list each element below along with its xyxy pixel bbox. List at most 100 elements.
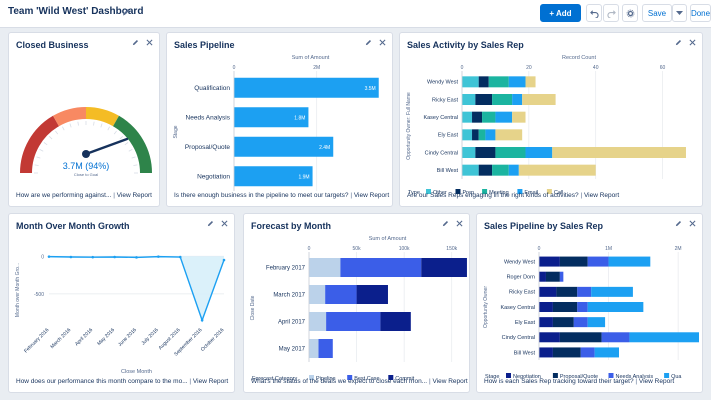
edit-icon[interactable] xyxy=(442,220,449,227)
x-tick-label: 100k xyxy=(399,246,410,252)
bar-segment xyxy=(482,111,496,123)
bar-segment xyxy=(552,147,686,158)
add-button[interactable]: + Add xyxy=(540,4,581,22)
edit-icon[interactable] xyxy=(207,220,214,227)
category-label: Bill West xyxy=(437,168,459,174)
bar-segment xyxy=(462,164,479,176)
edit-title-pencil-icon[interactable] xyxy=(121,6,131,18)
footer-text: What's the status of the deals we expect… xyxy=(251,378,428,385)
x-tick-label: 1M xyxy=(605,246,612,252)
x-tick-label: 0 xyxy=(308,246,311,252)
close-icon[interactable] xyxy=(689,220,696,227)
card-footer: How are we performing against... | View … xyxy=(16,192,152,199)
save-options-button[interactable] xyxy=(672,4,687,22)
bar-segment xyxy=(552,347,581,358)
y-axis-title: Stage xyxy=(173,125,179,138)
x-tick-label: February 2016 xyxy=(23,327,50,354)
bar-segment xyxy=(522,94,556,105)
bar-segment xyxy=(525,147,553,158)
bar-segment xyxy=(462,147,476,158)
footer-text: Is there enough business in the pipeline… xyxy=(174,192,349,199)
data-point xyxy=(222,258,226,262)
gauge-needle xyxy=(84,137,129,156)
gauge-tick xyxy=(119,135,124,140)
view-report-link[interactable]: View Report xyxy=(116,192,152,199)
bar-segment xyxy=(545,271,560,282)
x-tick-label: May 2016 xyxy=(96,327,116,347)
bar-segment xyxy=(309,285,326,304)
bar-segment xyxy=(539,332,560,343)
legend-label: Pipeline xyxy=(316,376,336,382)
gauge-tick xyxy=(34,164,39,166)
bar-segment xyxy=(318,339,333,358)
bar-segment xyxy=(539,286,557,297)
card-footer: How is each Sales Rep tracking toward th… xyxy=(484,378,675,385)
dashboard-title: Team 'Wild West' Dashboard xyxy=(8,6,144,17)
legend-label: Other xyxy=(433,190,447,196)
bar-segment xyxy=(421,258,467,277)
edit-icon[interactable] xyxy=(132,39,139,46)
gauge-tick xyxy=(55,130,59,135)
close-icon[interactable] xyxy=(146,39,153,46)
bar-segment xyxy=(594,347,619,358)
gauge-segment-orange xyxy=(53,106,87,127)
bar-segment xyxy=(495,129,523,141)
bar-segment xyxy=(601,332,630,343)
data-point xyxy=(157,255,160,258)
redo-button[interactable] xyxy=(603,4,619,22)
undo-button[interactable] xyxy=(586,4,602,22)
gauge-tick xyxy=(43,142,48,146)
bar-segment xyxy=(309,339,319,358)
category-label: Negotiation xyxy=(197,173,230,180)
gauge-tick xyxy=(62,126,65,131)
legend-label: Email xyxy=(524,190,538,196)
footer-text: How is each Sales Rep tracking toward th… xyxy=(484,378,634,385)
bar-segment xyxy=(559,256,588,267)
legend-title: Stage xyxy=(485,374,499,380)
view-report-link[interactable]: View Report xyxy=(192,378,229,385)
bar-segment xyxy=(475,147,496,158)
legend-label: Proposal/Quote xyxy=(560,374,598,380)
category-label: Kasey Central xyxy=(423,115,458,121)
x-axis-title: Sum of Amount xyxy=(292,55,330,61)
view-report-link[interactable]: View Report xyxy=(353,192,390,199)
legend-label: Qua xyxy=(671,374,682,380)
category-label: Ricky East xyxy=(509,290,535,296)
x-tick-label: 2M xyxy=(313,65,320,71)
y-tick-label: -500 xyxy=(34,292,44,298)
settings-button[interactable] xyxy=(622,4,638,22)
view-report-link[interactable]: View Report xyxy=(638,378,675,385)
close-icon[interactable] xyxy=(379,39,386,46)
edit-icon[interactable] xyxy=(675,220,682,227)
category-label: Kasey Central xyxy=(500,305,535,311)
view-report-link[interactable]: View Report xyxy=(432,378,468,385)
bar-segment xyxy=(478,76,489,88)
card-footer: Are our Sales Reps engaging in the right… xyxy=(407,192,620,199)
edit-icon[interactable] xyxy=(675,39,682,46)
category-label: March 2017 xyxy=(273,293,305,299)
category-label: Bill West xyxy=(514,350,536,356)
close-icon[interactable] xyxy=(456,220,463,227)
bar xyxy=(234,136,334,157)
bar-value-label: 3.5M xyxy=(365,86,376,92)
gauge-tick xyxy=(131,156,136,159)
bar-segment xyxy=(591,286,633,297)
y-axis-title: Opportunity Owner xyxy=(483,286,489,328)
legend-swatch xyxy=(517,189,523,194)
bar-segment xyxy=(309,312,327,331)
edit-icon[interactable] xyxy=(365,39,372,46)
view-report-link[interactable]: View Report xyxy=(583,192,620,199)
bar-value-label: 1.9M xyxy=(298,174,309,180)
bar-segment xyxy=(539,347,553,358)
legend-swatch xyxy=(506,373,511,378)
bar-segment xyxy=(462,94,476,105)
gauge-segment-red xyxy=(19,115,60,174)
done-button[interactable]: Done xyxy=(690,4,711,22)
sales-activity-card: Sales Activity by Sales Rep Record Count… xyxy=(399,32,703,207)
close-icon[interactable] xyxy=(689,39,696,46)
bar-segment xyxy=(462,129,473,141)
close-icon[interactable] xyxy=(221,220,228,227)
bar-segment xyxy=(488,76,509,88)
bar xyxy=(234,107,309,128)
save-button[interactable]: Save xyxy=(642,4,672,22)
